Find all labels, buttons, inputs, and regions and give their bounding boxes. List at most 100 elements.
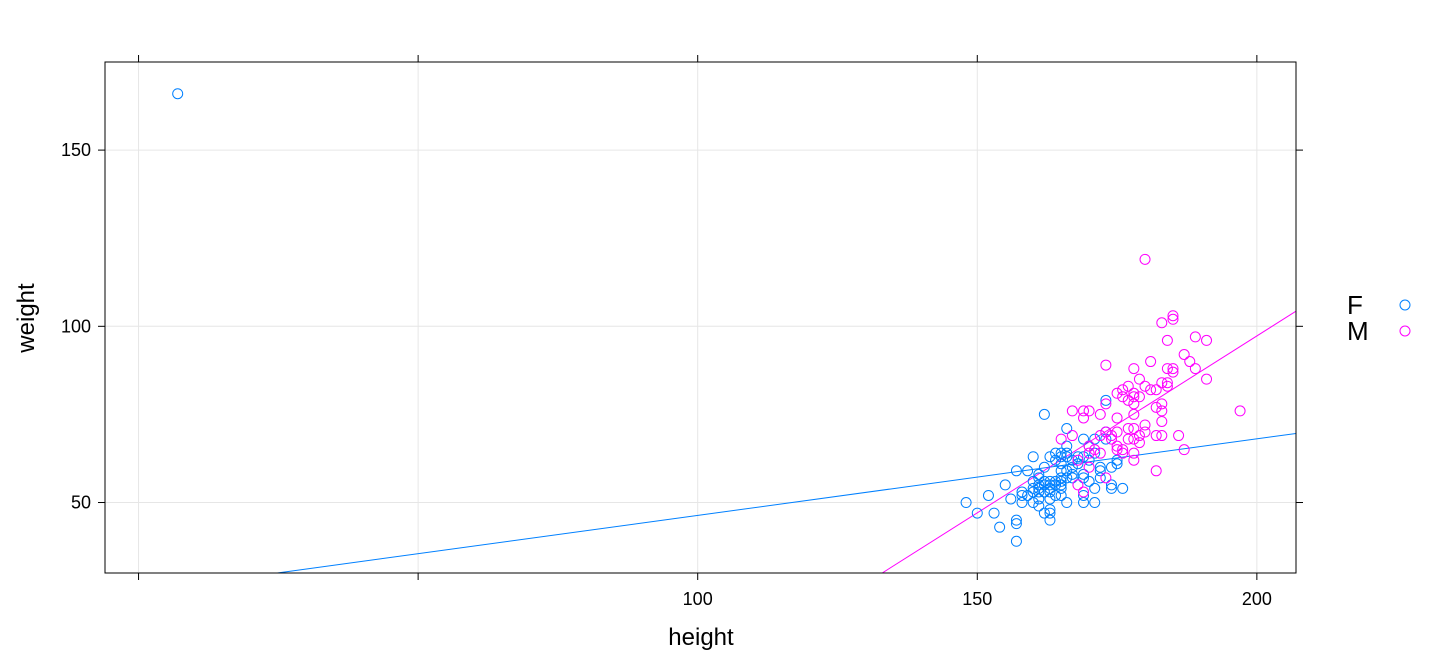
- y-tick-label: 150: [61, 140, 91, 160]
- data-point-f: [1089, 433, 1101, 445]
- data-point-m: [1066, 430, 1078, 442]
- data-point-m: [1083, 405, 1095, 417]
- data-point-m: [1189, 331, 1201, 343]
- data-point-f: [960, 497, 972, 509]
- data-point-m: [1234, 405, 1246, 417]
- data-point-m: [1139, 419, 1151, 431]
- data-point-f: [1038, 479, 1050, 491]
- data-point-m: [1201, 334, 1213, 346]
- data-point-f: [1044, 507, 1056, 519]
- data-point-m: [1117, 447, 1129, 459]
- plot-panel-border: [104, 61, 1297, 574]
- data-point-m: [1161, 377, 1173, 389]
- data-point-f: [1010, 518, 1022, 530]
- data-point-f: [1061, 440, 1073, 452]
- data-point-f: [1033, 486, 1045, 498]
- data-point-m: [1094, 430, 1106, 442]
- data-point-f: [1083, 475, 1095, 487]
- fit-line-m: [881, 310, 1296, 573]
- data-point-m: [1100, 426, 1112, 438]
- data-point-m: [1161, 334, 1173, 346]
- data-point-f: [1072, 451, 1084, 463]
- data-point-m: [1150, 401, 1162, 413]
- data-point-f: [1061, 447, 1073, 459]
- data-point-f: [1038, 408, 1050, 420]
- data-point-f: [1111, 458, 1123, 470]
- y-tick-label: 50: [71, 493, 91, 513]
- legend-key-m: [1399, 325, 1411, 337]
- data-point-f: [1089, 497, 1101, 509]
- data-point-m: [1111, 387, 1123, 399]
- data-point-f: [172, 88, 184, 100]
- data-point-f: [1089, 447, 1101, 459]
- data-point-m: [1156, 398, 1168, 410]
- data-point-m: [1178, 349, 1190, 361]
- data-point-m: [1117, 444, 1129, 456]
- data-point-f: [1055, 451, 1067, 463]
- data-point-m: [1100, 359, 1112, 371]
- data-point-m: [1167, 363, 1179, 375]
- data-point-f: [1044, 514, 1056, 526]
- data-point-m: [1117, 384, 1129, 396]
- data-point-m: [1111, 444, 1123, 456]
- data-point-f: [988, 507, 1000, 519]
- data-point-f: [1100, 394, 1112, 406]
- data-point-m: [1156, 430, 1168, 442]
- data-point-m: [1072, 454, 1084, 466]
- data-point-f: [1083, 454, 1095, 466]
- data-point-m: [1128, 398, 1140, 410]
- data-point-f: [1072, 458, 1084, 470]
- data-point-m: [1150, 384, 1162, 396]
- data-point-m: [1094, 408, 1106, 420]
- data-point-m: [1161, 380, 1173, 392]
- data-point-m: [1128, 433, 1140, 445]
- data-point-f: [1061, 472, 1073, 484]
- data-point-f: [1027, 482, 1039, 494]
- data-point-m: [1122, 380, 1134, 392]
- data-point-f: [1016, 489, 1028, 501]
- data-point-f: [1038, 461, 1050, 473]
- data-point-m: [1150, 430, 1162, 442]
- data-point-m: [1133, 437, 1145, 449]
- data-point-f: [1078, 472, 1090, 484]
- data-point-f: [1044, 479, 1056, 491]
- data-point-m: [1173, 430, 1185, 442]
- regression-lines: [273, 310, 1296, 573]
- axis-ticks: 100 150 200 50 100 150: [61, 55, 1303, 609]
- data-point-f: [1105, 479, 1117, 491]
- data-point-f: [1050, 447, 1062, 459]
- data-point-f: [1033, 468, 1045, 480]
- data-point-f: [1055, 465, 1067, 477]
- data-point-m: [1122, 433, 1134, 445]
- data-point-f: [1050, 489, 1062, 501]
- data-point-f: [1055, 489, 1067, 501]
- data-point-f: [1016, 486, 1028, 498]
- data-point-f: [1061, 451, 1073, 463]
- legend: FM: [1347, 290, 1411, 346]
- data-point-m: [1156, 377, 1168, 389]
- data-point-f: [1044, 451, 1056, 463]
- data-point-f: [1100, 433, 1112, 445]
- data-point-m: [1184, 356, 1196, 368]
- data-point-f: [1078, 451, 1090, 463]
- legend-key-f: [1399, 299, 1411, 311]
- data-point-f: [1066, 461, 1078, 473]
- data-point-f: [1055, 472, 1067, 484]
- data-point-m: [1111, 440, 1123, 452]
- data-point-f: [1094, 465, 1106, 477]
- data-point-m: [1156, 415, 1168, 427]
- data-point-f: [1094, 461, 1106, 473]
- data-point-m: [1167, 366, 1179, 378]
- data-point-f: [1010, 514, 1022, 526]
- data-point-f: [1022, 489, 1034, 501]
- data-point-f: [1027, 475, 1039, 487]
- data-point-f: [1033, 479, 1045, 491]
- data-point-m: [1156, 317, 1168, 329]
- data-point-f: [1055, 479, 1067, 491]
- data-point-f: [1061, 497, 1073, 509]
- data-point-f: [1050, 454, 1062, 466]
- data-point-f: [1010, 465, 1022, 477]
- data-point-m: [1078, 486, 1090, 498]
- data-point-f: [1061, 465, 1073, 477]
- data-point-m: [1128, 447, 1140, 459]
